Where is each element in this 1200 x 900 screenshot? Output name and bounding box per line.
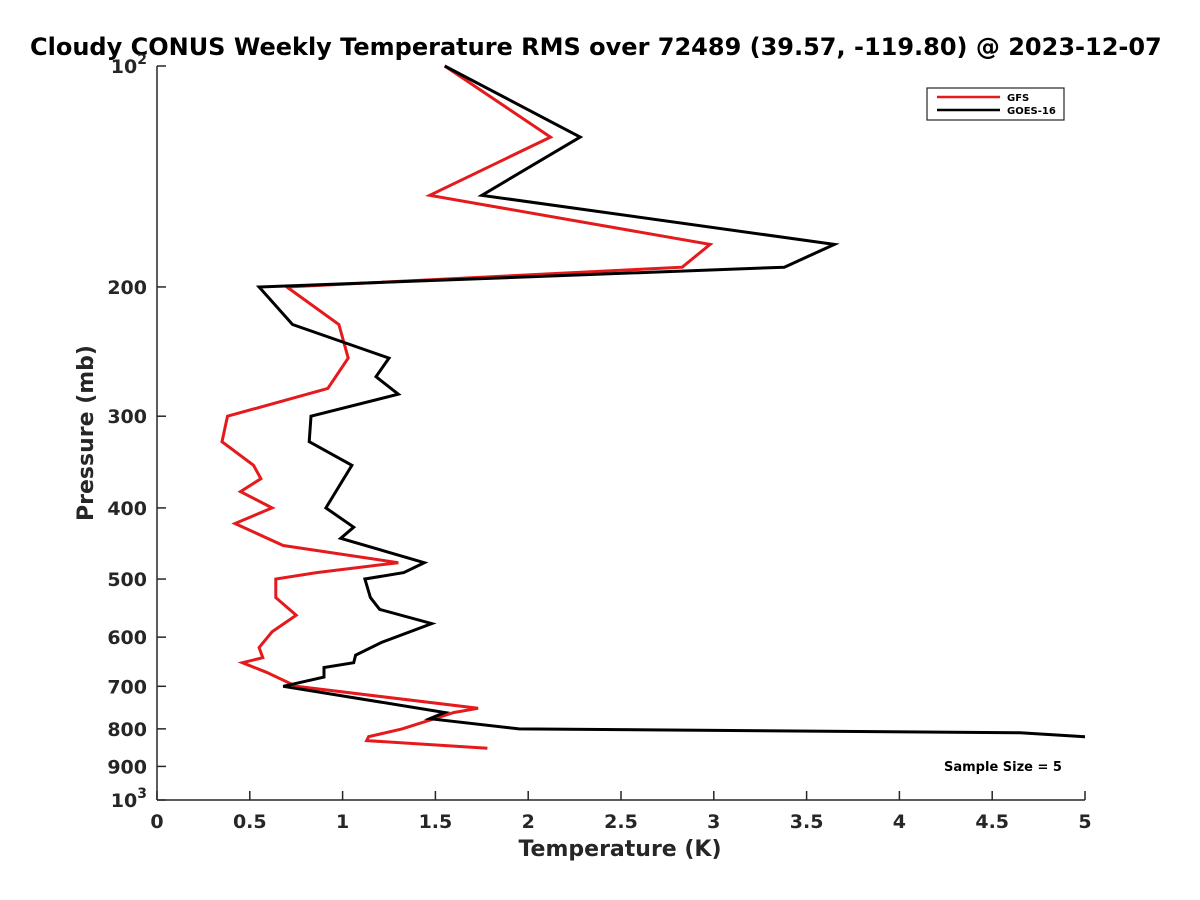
legend-label-goes-16: GOES-16 — [1007, 106, 1056, 117]
series-line-goes-16 — [255, 64, 1086, 739]
x-tick-label: 0 — [150, 811, 163, 833]
x-tick-label: 2 — [522, 811, 535, 833]
x-tick-label: 2.5 — [604, 811, 638, 833]
legend-label-gfs: GFS — [1007, 93, 1029, 104]
x-tick-label: 3 — [707, 811, 720, 833]
legend-box — [926, 87, 1065, 121]
x-tick-label: 3.5 — [790, 811, 824, 833]
y-tick-label: 102 — [111, 52, 147, 78]
y-tick-label: 800 — [107, 719, 147, 741]
y-tick-label: 900 — [107, 756, 147, 778]
x-tick-label: 1.5 — [419, 811, 453, 833]
sample-size-annotation: Sample Size = 5 — [944, 760, 1062, 775]
series-line-gfs — [220, 64, 714, 750]
y-tick-label: 200 — [107, 277, 147, 299]
y-tick-label: 600 — [107, 627, 147, 649]
legend: GFS GOES-16 — [926, 87, 1065, 121]
y-tick-label: 500 — [107, 569, 147, 591]
x-tick-label: 4.5 — [975, 811, 1009, 833]
x-axis-label: Temperature (K) — [518, 837, 721, 862]
x-tick-label: 1 — [336, 811, 349, 833]
y-axis-label: Pressure (mb) — [74, 345, 99, 521]
y-tick-label: 700 — [107, 676, 147, 698]
x-tick-label: 4 — [893, 811, 906, 833]
x-tick-label: 0.5 — [233, 811, 267, 833]
y-tick-label: 300 — [107, 406, 147, 428]
axes: 0 0.5 1 1.5 2 2.5 3 3.5 4 4.5 5 102 200 300 400 500 600 7… — [107, 52, 1091, 833]
y-tick-label: 400 — [107, 498, 147, 520]
series-group — [220, 64, 1086, 750]
x-tick-label: 5 — [1078, 811, 1091, 833]
chart-title: Cloudy CONUS Weekly Temperature RMS over… — [30, 33, 1162, 61]
y-tick-label: 103 — [111, 786, 147, 812]
